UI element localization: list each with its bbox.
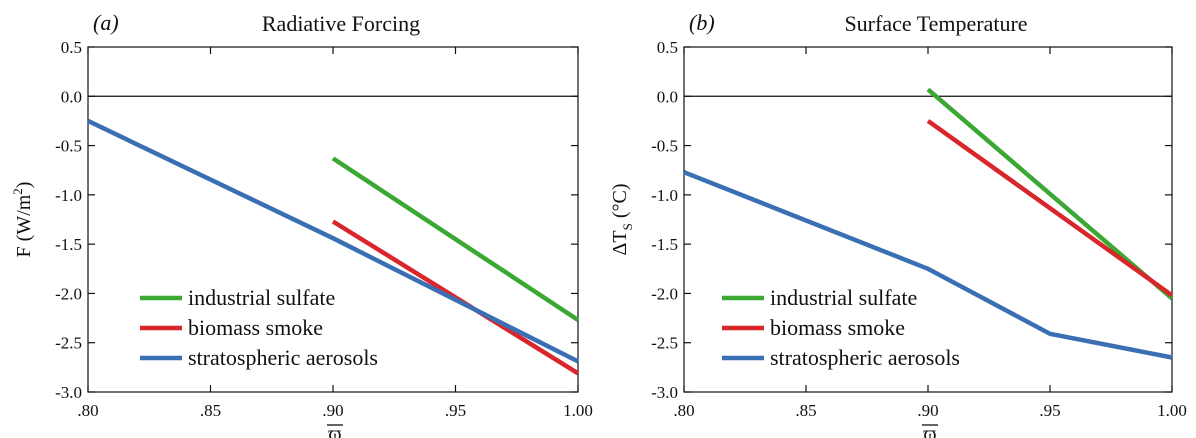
chart-1-y-axis-label-sub: S (620, 223, 635, 230)
chart-1-plot-frame (683, 46, 1173, 393)
chart-0-y-axis-label-sup: 2 (10, 188, 25, 195)
chart-1-y-tick-label: -1.5 (651, 235, 678, 254)
chart-0-y-tick-label: 0.0 (61, 87, 82, 106)
chart-0-y-axis-label-end: ) (13, 182, 35, 189)
chart-1-y-axis-label-end: (°C) (609, 184, 631, 224)
chart-1-x-tick-label: .85 (795, 401, 816, 420)
chart-1-y-tick-label: 0.5 (657, 38, 678, 57)
chart-1-panel-letter: (b) (689, 10, 715, 35)
chart-1-legend-label-0: industrial sulfate (770, 285, 917, 310)
chart-0-legend-label-2: stratospheric aerosols (188, 345, 378, 370)
chart-0-x-tick-label: 1.00 (563, 401, 593, 420)
chart-1-y-tick-label: -0.5 (651, 137, 678, 156)
chart-0-x-axis-label: ϖ (328, 423, 341, 438)
chart-0-plot-frame (87, 46, 579, 393)
chart-0-title: Radiative Forcing (262, 11, 420, 36)
chart-0-x-tick-label: .85 (200, 401, 221, 420)
chart-1-legend-label-2: stratospheric aerosols (770, 345, 960, 370)
chart-1-y-tick-label: -3.0 (651, 383, 678, 402)
chart-1-y-tick-label: -2.5 (651, 334, 678, 353)
chart-0-y-axis-label: F (W/m2) (10, 182, 35, 258)
chart-0-y-tick-label: 0.5 (61, 38, 82, 57)
chart-0-y-tick-label: -3.0 (55, 383, 82, 402)
chart-1-y-tick-label: -2.0 (651, 284, 678, 303)
chart-1-x-axis-label: ϖ (923, 423, 936, 438)
chart-0-y-tick-label: -2.5 (55, 334, 82, 353)
chart-1-x-tick-label: .80 (673, 401, 694, 420)
chart-0-y-tick-label: -0.5 (55, 137, 82, 156)
chart-1-series-line-1 (926, 119, 1174, 298)
chart-1-legend-label-1: biomass smoke (770, 315, 905, 340)
chart-0-legend-label-1: biomass smoke (188, 315, 323, 340)
chart-1-y-tick-label: -1.0 (651, 186, 678, 205)
chart-0-y-tick-label: -1.5 (55, 235, 82, 254)
chart-1-title: Surface Temperature (844, 11, 1027, 36)
chart-0-y-tick-label: -2.0 (55, 284, 82, 303)
chart-1-y-axis-label: ΔTS (°C) (609, 184, 635, 256)
chart-1-y-axis-label-main: ΔT (609, 230, 631, 255)
chart-0-y-axis-label-main: F (W/m (13, 194, 35, 257)
chart-1-y-tick-label: 0.0 (657, 87, 678, 106)
chart-0-x-tick-label: .80 (77, 401, 98, 420)
chart-1-series-line-2 (683, 170, 1173, 360)
chart-1-panel: 0.5 0.0 -0.5 -1.0 -1.5 -2.0 -2.5 -3.0.80 .85 .90.… (609, 10, 1187, 438)
chart-0-series-line-0 (331, 156, 580, 322)
chart-0-legend-label-0: industrial sulfate (188, 285, 335, 310)
chart-1-x-tick-label: .95 (1039, 401, 1060, 420)
chart-0-panel-letter: (a) (93, 10, 119, 35)
chart-0-y-tick-label: -1.0 (55, 186, 82, 205)
chart-0-panel: 0.5 0.0 -0.5 -1.0 -1.5 -2.0 -2.5 -3.0.80 .85 .90.… (10, 10, 593, 438)
chart-0-x-tick-label: .90 (322, 401, 343, 420)
chart-1-x-tick-label: .90 (917, 401, 938, 420)
chart-0-x-tick-label: .95 (445, 401, 466, 420)
chart-1-x-tick-label: 1.00 (1157, 401, 1187, 420)
chart-0-series-line-2 (87, 118, 580, 364)
